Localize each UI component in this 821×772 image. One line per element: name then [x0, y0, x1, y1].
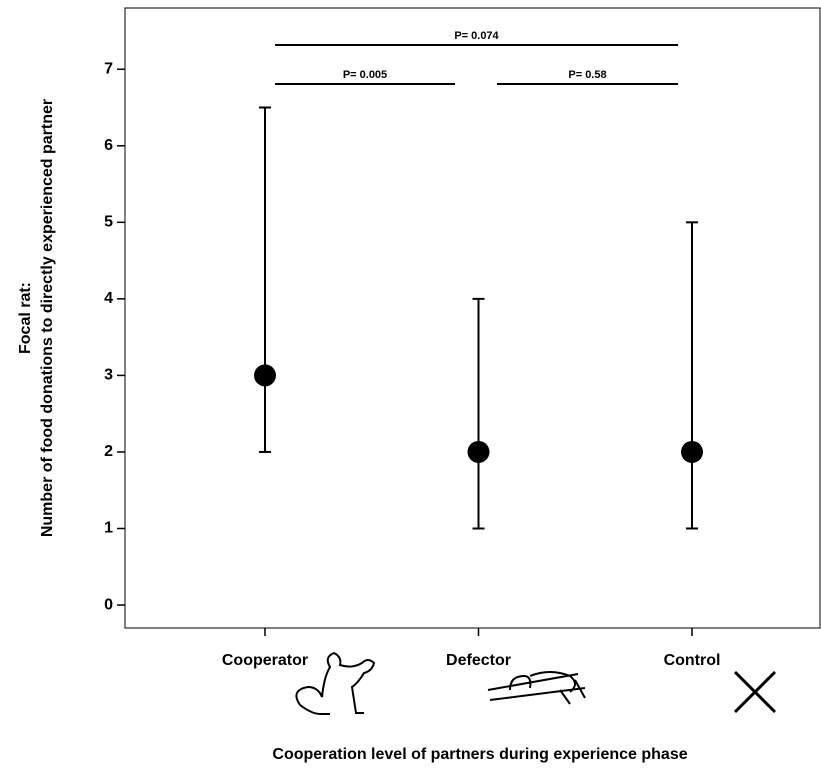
control-icon	[733, 670, 777, 714]
y-tick-label: 3	[104, 367, 113, 384]
median-dot	[254, 364, 276, 387]
significance-label: P= 0.074	[454, 30, 499, 42]
x-tick-label: Cooperator	[222, 652, 308, 669]
y-tick-label: 4	[104, 290, 113, 307]
defector-icon	[487, 671, 586, 705]
median-dot	[467, 440, 490, 463]
median-dot	[681, 440, 703, 463]
y-tick-label: 0	[104, 596, 113, 613]
y-axis-label: Focal rat:	[17, 282, 34, 354]
significance-label: P= 0.005	[343, 69, 387, 81]
y-tick-label: 5	[104, 214, 113, 231]
y-tick-label: 7	[104, 60, 113, 77]
significance-label: P= 0.58	[568, 69, 606, 81]
icons	[295, 651, 777, 715]
x-tick-label: Defector	[446, 652, 511, 669]
y-tick-label: 6	[104, 137, 113, 154]
y-tick-label: 1	[104, 520, 113, 537]
cooperator-icon	[295, 651, 376, 715]
y-tick-label: 2	[104, 443, 113, 460]
y-axis-label: Number of food donations to directly exp…	[39, 99, 56, 537]
plot-frame	[124, 7, 821, 629]
x-tick-label: Control	[664, 652, 721, 669]
x-axis-label: Cooperation level of partners during exp…	[272, 746, 687, 763]
